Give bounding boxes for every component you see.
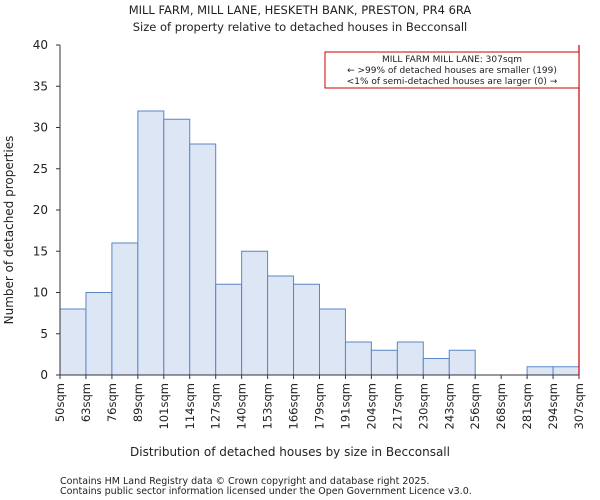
x-tick-label: 217sqm <box>390 383 404 429</box>
bar-153sqm <box>267 275 295 376</box>
y-tick-label: 40 <box>33 38 48 52</box>
x-tick-label: 166sqm <box>287 383 301 429</box>
bar-101sqm <box>163 118 191 376</box>
bar-89sqm <box>137 110 165 376</box>
chart-subtitle: Size of property relative to detached ho… <box>133 20 468 34</box>
footer-line-2: Contains public sector information licen… <box>60 486 472 497</box>
y-tick-label: 35 <box>33 79 48 93</box>
bar-127sqm <box>215 283 243 376</box>
bar-179sqm <box>319 308 346 376</box>
bars-group <box>59 110 580 376</box>
chart-title: MILL FARM, MILL LANE, HESKETH BANK, PRES… <box>129 3 472 17</box>
x-tick-label: 153sqm <box>261 383 275 429</box>
y-axis: 0 5 10 15 20 25 30 35 40 <box>33 38 60 382</box>
x-tick-label: 230sqm <box>416 383 430 429</box>
x-tick-label: 307sqm <box>572 383 586 429</box>
annotation-line-2: ← >99% of detached houses are smaller (1… <box>347 66 557 76</box>
annotation-line-3: <1% of semi-detached houses are larger (… <box>347 77 558 87</box>
bar-166sqm <box>293 283 320 376</box>
x-tick-label: 268sqm <box>494 383 508 429</box>
y-tick-label: 0 <box>40 368 48 382</box>
bar-63sqm <box>85 292 113 376</box>
y-tick-label: 20 <box>33 203 48 217</box>
x-tick-label: 89sqm <box>131 383 145 422</box>
x-tick-label: 140sqm <box>235 383 249 429</box>
bar-50sqm <box>59 308 87 376</box>
x-tick-label: 191sqm <box>338 383 352 429</box>
y-tick-label: 5 <box>40 327 48 341</box>
bar-204sqm <box>370 349 398 376</box>
y-tick-label: 10 <box>33 286 48 300</box>
x-axis-label: Distribution of detached houses by size … <box>130 445 450 459</box>
bar-281sqm <box>526 366 554 376</box>
bar-230sqm <box>422 358 450 376</box>
y-tick-label: 15 <box>33 244 48 258</box>
bar-294sqm <box>552 366 580 376</box>
y-tick-label: 30 <box>33 121 48 135</box>
bar-114sqm <box>189 143 217 376</box>
x-tick-label: 101sqm <box>157 383 171 429</box>
y-tick-label: 25 <box>33 162 48 176</box>
x-tick-label: 76sqm <box>105 383 119 422</box>
bar-243sqm <box>448 349 476 376</box>
annotation-box: MILL FARM MILL LANE: 307sqm ← >99% of de… <box>324 51 580 89</box>
x-tick-label: 243sqm <box>442 383 456 429</box>
bar-140sqm <box>241 250 269 376</box>
bar-191sqm <box>344 341 372 376</box>
x-tick-label: 127sqm <box>209 383 223 429</box>
annotation-line-1: MILL FARM MILL LANE: 307sqm <box>382 55 522 65</box>
bar-217sqm <box>396 341 424 376</box>
x-tick-label: 281sqm <box>520 383 534 429</box>
x-tick-label: 294sqm <box>546 383 560 429</box>
x-tick-label: 256sqm <box>468 383 482 429</box>
x-tick-label: 204sqm <box>364 383 378 429</box>
footer-line-1: Contains HM Land Registry data © Crown c… <box>60 476 430 487</box>
x-tick-label: 114sqm <box>183 383 197 429</box>
x-tick-label: 179sqm <box>313 383 327 429</box>
x-tick-label: 50sqm <box>53 383 67 422</box>
y-axis-label: Number of detached properties <box>2 136 16 325</box>
x-tick-label: 63sqm <box>79 383 93 422</box>
x-axis: 50sqm 63sqm 76sqm 89sqm 101sqm 114sqm 127sqm 14… <box>53 375 586 429</box>
bar-76sqm <box>111 242 139 376</box>
